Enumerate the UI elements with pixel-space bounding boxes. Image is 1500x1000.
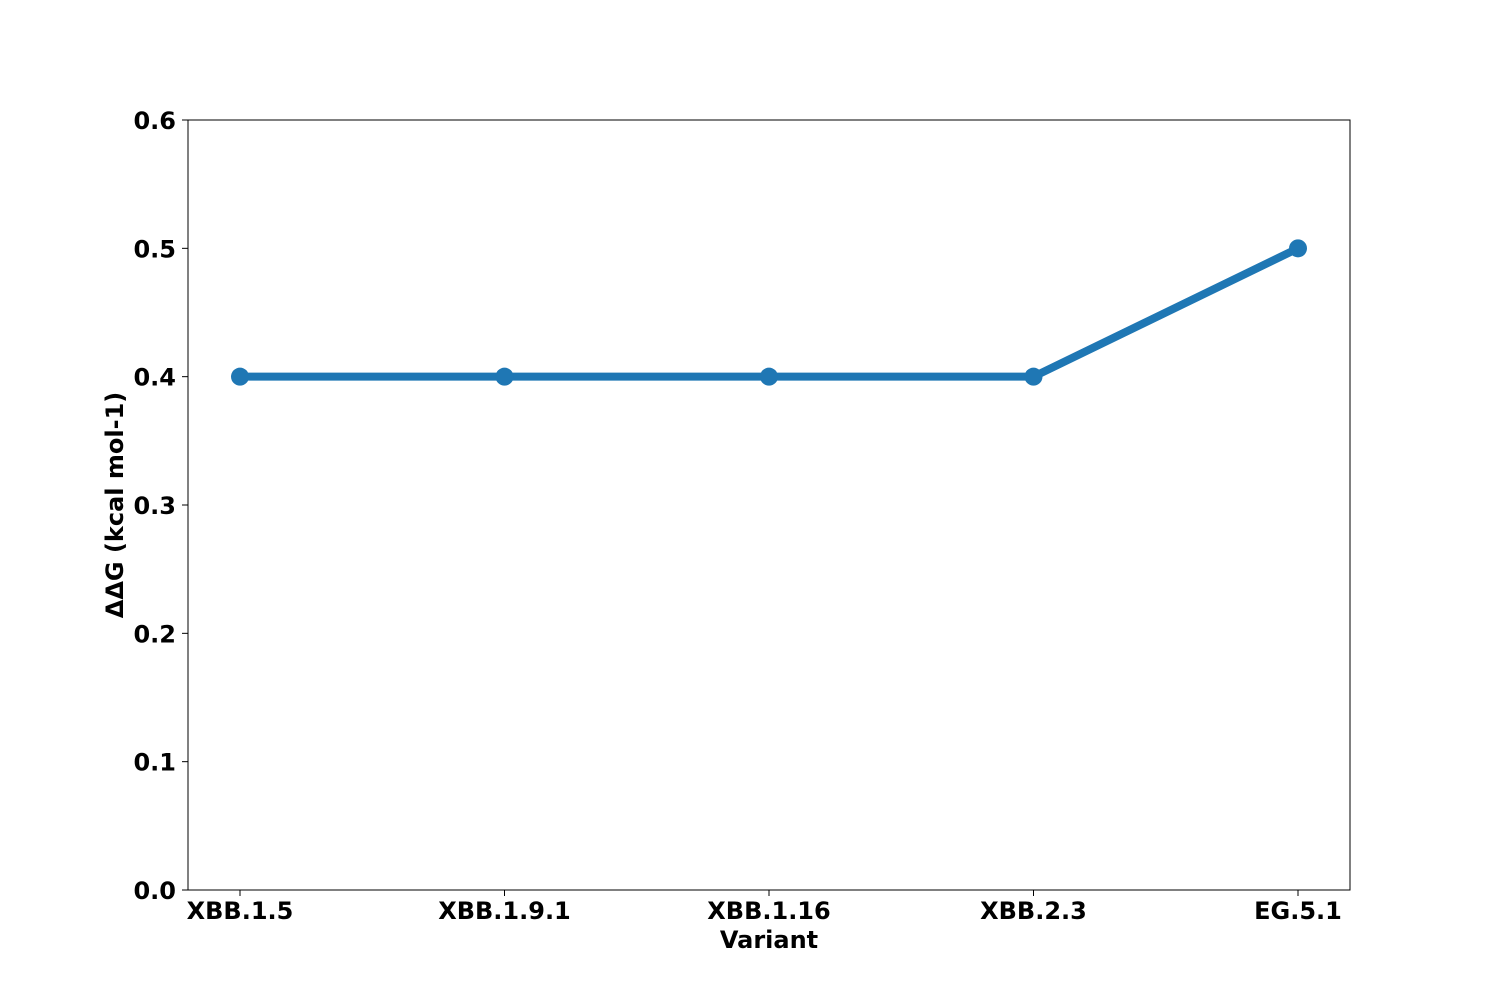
x-tick-label: XBB.1.9.1: [438, 897, 571, 925]
x-tick-label: XBB.1.16: [707, 897, 830, 925]
data-point: [1024, 367, 1043, 386]
y-axis: 0.0 0.1 0.2 0.3 0.4 0.5 0.6: [133, 107, 188, 905]
y-tick-label: 0.1: [133, 749, 176, 777]
y-tick-label: 0.4: [133, 364, 176, 392]
plot-frame: [187, 119, 1351, 891]
x-tick-label: XBB.2.3: [980, 897, 1087, 925]
data-point: [495, 367, 514, 386]
data-point: [1289, 239, 1307, 258]
y-tick-label: 0.3: [133, 492, 176, 520]
series-line: [240, 244, 1300, 381]
y-tick-label: 0.6: [133, 107, 176, 135]
y-tick-label: 0.0: [133, 877, 176, 905]
y-tick-label: 0.2: [133, 620, 176, 648]
x-tick-label: EG.5.1: [1254, 897, 1342, 925]
x-tick-label: XBB.1.5: [187, 897, 294, 925]
y-tick-label: 0.5: [133, 235, 176, 263]
data-point: [760, 367, 778, 386]
x-axis: XBB.1.5 XBB.1.9.1 XBB.1.16 XBB.2.3 EG.5.1: [187, 890, 1342, 925]
x-axis-title: Variant: [720, 926, 818, 954]
plot-area: [231, 239, 1307, 386]
y-axis-title: ΔΔG (kcal mol-1): [101, 392, 129, 619]
data-point: [231, 367, 249, 386]
